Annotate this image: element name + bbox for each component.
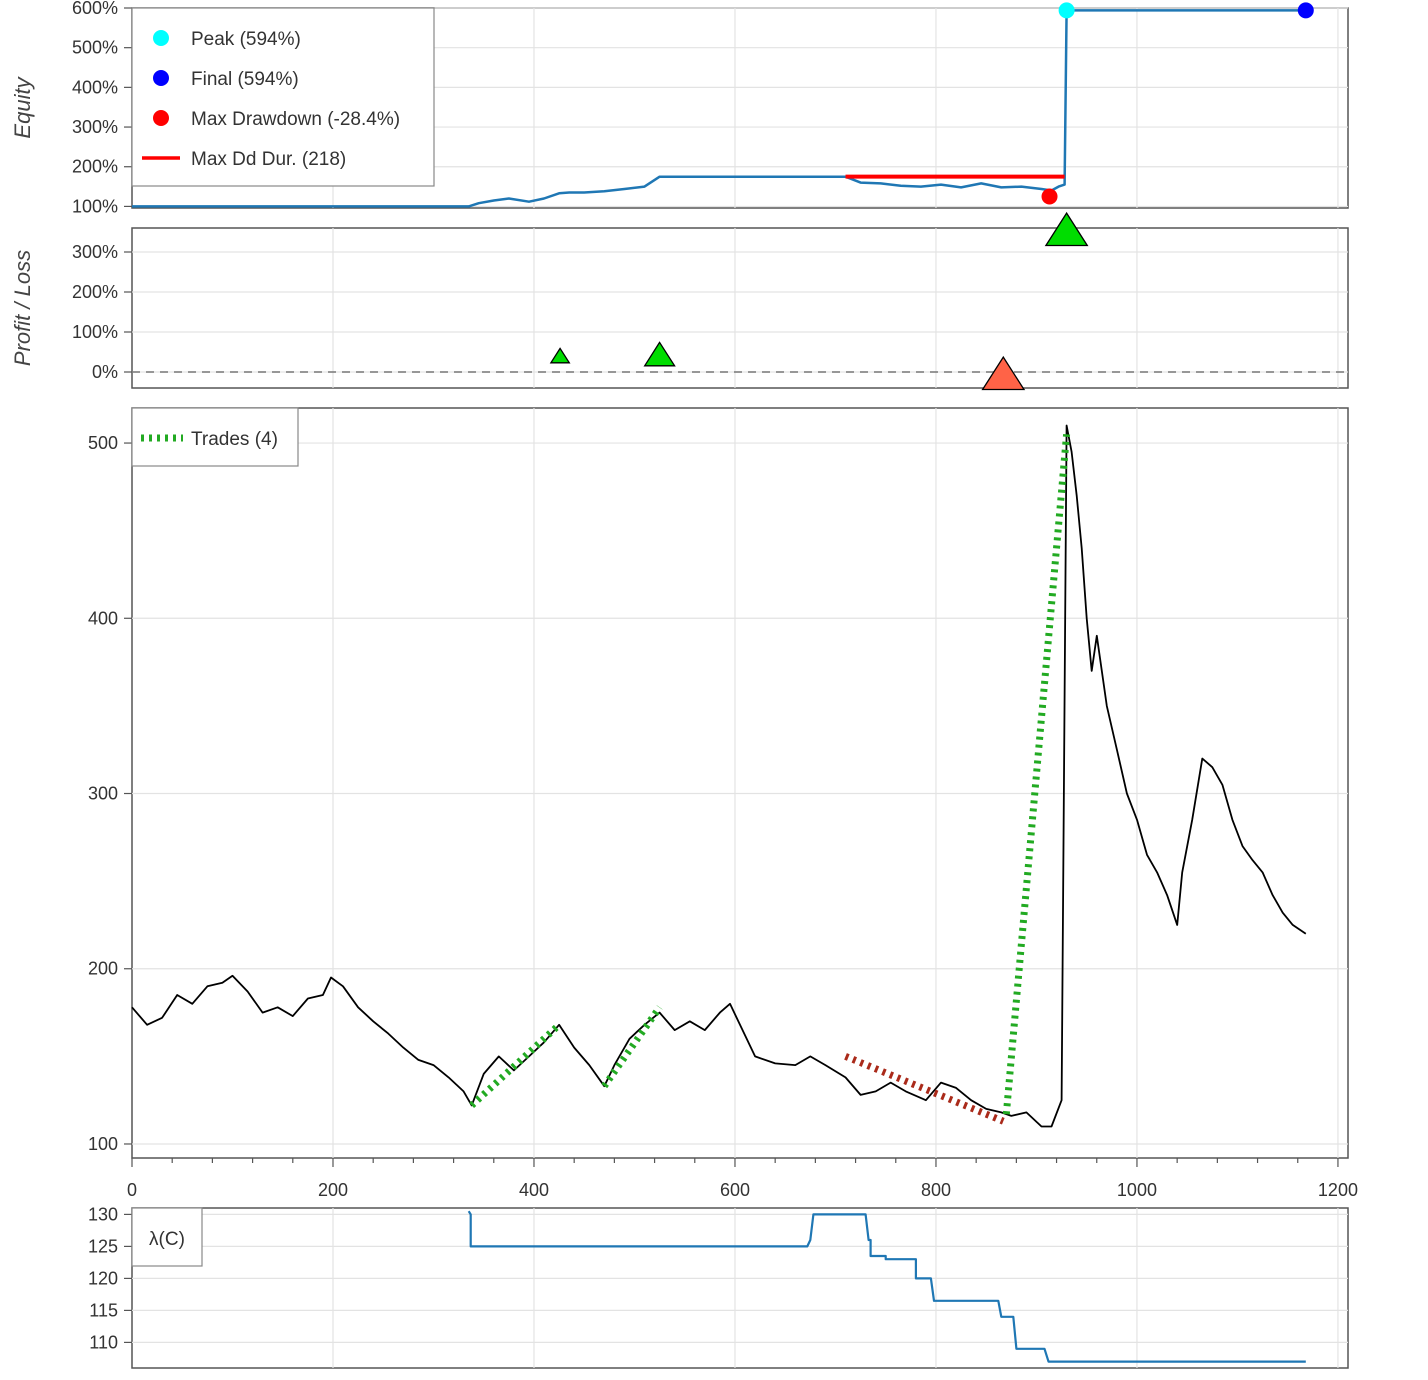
price-y-axis: 100 200 300 400 500 <box>88 433 132 1154</box>
equity-legend: Peak (594%) Final (594%) Max Drawdown (-28… <box>131 7 435 187</box>
y-tick-label: 300% <box>72 242 118 262</box>
max-drawdown-marker <box>1041 188 1058 205</box>
y-tick-label: 115 <box>89 1300 118 1320</box>
y-tick-label: 500% <box>72 38 118 58</box>
y-tick-label: 130 <box>88 1204 118 1224</box>
legend-swatch-circle <box>153 70 169 86</box>
legend-label: Peak (594%) <box>191 29 301 50</box>
profit-loss-panel: 0% 100% 200% 300% Profit / Loss <box>10 211 1349 391</box>
price-plot-area <box>131 424 1307 1128</box>
y-tick-label: 200% <box>72 157 118 177</box>
y-tick-label: 300% <box>72 117 118 137</box>
equity-panel: 100% 200% 300% 400% 500% 600% Equity Peak (59… <box>10 0 1349 216</box>
trade-pnl-marker <box>1044 211 1089 247</box>
profit-loss-plot-area <box>132 211 1348 391</box>
indicator-plot-area <box>467 1210 1306 1363</box>
y-tick-label: 600% <box>72 0 118 18</box>
profit-loss-panel-frame <box>131 227 1349 389</box>
y-tick-label: 100 <box>88 1134 118 1154</box>
indicator-panel: 110 115 120 125 130 λ(C) <box>88 1204 1349 1369</box>
x-tick-label: 600 <box>720 1180 750 1200</box>
price-line <box>131 424 1307 1128</box>
equity-line <box>132 9 1306 208</box>
equity-legend-box <box>131 7 435 187</box>
legend-label: λ(C) <box>149 1229 185 1250</box>
trade-pnl-marker <box>549 347 571 364</box>
price-legend: Trades (4) <box>131 407 299 467</box>
equity-axis-title: Equity <box>10 75 35 138</box>
indicator-legend: λ(C) <box>131 1207 203 1267</box>
trade-line <box>601 1005 663 1089</box>
peak-marker <box>1058 2 1075 19</box>
trade-pnl-marker <box>643 341 676 367</box>
profit-loss-axis-title: Profit / Loss <box>10 250 35 366</box>
legend-label: Trades (4) <box>191 429 278 450</box>
indicator-y-axis: 110 115 120 125 130 <box>88 1204 132 1352</box>
y-tick-label: 300 <box>88 784 118 804</box>
y-tick-label: 100% <box>72 322 118 342</box>
indicator-line <box>467 1210 1306 1363</box>
trade-line <box>1002 433 1071 1115</box>
final-marker <box>1297 2 1314 19</box>
profit-loss-y-axis: 0% 100% 200% 300% <box>72 242 132 382</box>
y-tick-label: 200% <box>72 282 118 302</box>
price-gridlines <box>132 408 1348 1158</box>
y-tick-label: 200 <box>88 959 118 979</box>
price-panel-frame <box>131 407 1349 1159</box>
x-tick-label: 1200 <box>1318 1180 1358 1200</box>
y-tick-label: 500 <box>88 433 118 453</box>
y-tick-label: 120 <box>88 1268 118 1288</box>
x-tick-label: 400 <box>519 1180 549 1200</box>
equity-plot-area <box>132 2 1314 208</box>
equity-y-axis: 100% 200% 300% 400% 500% 600% <box>72 0 132 216</box>
legend-swatch-circle <box>153 110 169 126</box>
y-tick-label: 400 <box>88 608 118 628</box>
trade-pnl-marker <box>981 355 1026 391</box>
legend-label: Final (594%) <box>191 69 299 90</box>
x-tick-label: 0 <box>127 1180 137 1200</box>
price-panel: 100 200 300 400 500 Trades (4) 0 200 400 600 800… <box>88 407 1358 1200</box>
legend-label: Max Drawdown (-28.4%) <box>191 109 400 130</box>
y-tick-label: 100% <box>72 196 118 216</box>
legend-swatch-circle <box>153 30 169 46</box>
y-tick-label: 400% <box>72 77 118 97</box>
legend-label: Max Dd Dur. (218) <box>191 149 346 170</box>
x-axis: 0 200 400 600 800 1000 1200 <box>127 1158 1358 1200</box>
y-tick-label: 110 <box>89 1332 118 1352</box>
indicator-panel-frame <box>131 1207 1349 1369</box>
x-tick-label: 1000 <box>1117 1180 1157 1200</box>
y-tick-label: 0% <box>92 362 118 382</box>
y-tick-label: 125 <box>88 1236 118 1256</box>
indicator-legend-box <box>131 1207 203 1267</box>
x-tick-label: 800 <box>921 1180 951 1200</box>
x-tick-label: 200 <box>318 1180 348 1200</box>
